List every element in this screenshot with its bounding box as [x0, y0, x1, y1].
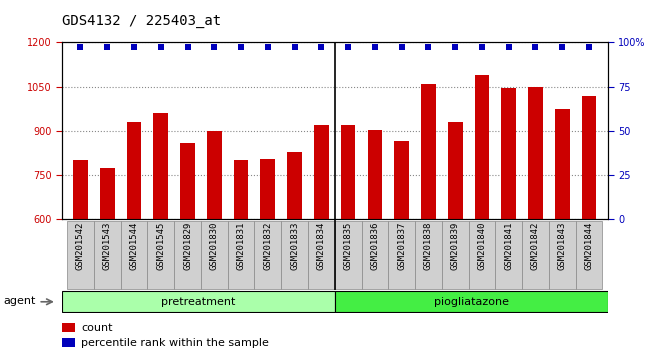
Bar	[555, 109, 569, 219]
Point	[530, 44, 541, 50]
FancyBboxPatch shape	[549, 221, 576, 289]
Text: piogliatazone: piogliatazone	[434, 297, 509, 307]
Text: GSM201834: GSM201834	[317, 222, 326, 270]
FancyBboxPatch shape	[201, 221, 227, 289]
FancyBboxPatch shape	[335, 221, 361, 289]
FancyBboxPatch shape	[254, 221, 281, 289]
Bar	[62, 338, 75, 348]
Point	[183, 44, 193, 50]
Point	[450, 44, 460, 50]
Bar	[341, 125, 356, 219]
Text: GSM201838: GSM201838	[424, 222, 433, 270]
Point	[263, 44, 273, 50]
Point	[476, 44, 487, 50]
FancyBboxPatch shape	[495, 221, 522, 289]
Bar	[62, 291, 335, 312]
Text: GSM201841: GSM201841	[504, 222, 514, 270]
Text: agent: agent	[3, 296, 36, 306]
FancyBboxPatch shape	[388, 221, 415, 289]
Text: GSM201844: GSM201844	[584, 222, 593, 270]
Point	[504, 44, 514, 50]
Bar	[73, 160, 88, 219]
Text: percentile rank within the sample: percentile rank within the sample	[81, 338, 269, 348]
Text: pretreatment: pretreatment	[161, 297, 235, 307]
FancyBboxPatch shape	[94, 221, 121, 289]
FancyBboxPatch shape	[469, 221, 495, 289]
Bar	[261, 159, 275, 219]
FancyBboxPatch shape	[576, 221, 603, 289]
Bar	[287, 152, 302, 219]
FancyBboxPatch shape	[281, 221, 308, 289]
FancyBboxPatch shape	[148, 221, 174, 289]
Text: GSM201843: GSM201843	[558, 222, 567, 270]
Text: GSM201543: GSM201543	[103, 222, 112, 270]
Text: GSM201544: GSM201544	[129, 222, 138, 270]
Bar	[582, 96, 597, 219]
FancyBboxPatch shape	[442, 221, 469, 289]
Point	[209, 44, 220, 50]
Point	[316, 44, 326, 50]
Bar	[367, 130, 382, 219]
Text: GSM201837: GSM201837	[397, 222, 406, 270]
Point	[75, 44, 86, 50]
Bar	[474, 75, 489, 219]
Bar	[448, 122, 463, 219]
Text: GSM201836: GSM201836	[370, 222, 380, 270]
Text: GSM201832: GSM201832	[263, 222, 272, 270]
Point	[557, 44, 567, 50]
Text: GSM201831: GSM201831	[237, 222, 246, 270]
FancyBboxPatch shape	[522, 221, 549, 289]
Text: GSM201542: GSM201542	[76, 222, 85, 270]
Bar	[395, 141, 409, 219]
Point	[370, 44, 380, 50]
Bar	[528, 87, 543, 219]
Bar	[335, 291, 608, 312]
Text: GSM201839: GSM201839	[450, 222, 460, 270]
FancyBboxPatch shape	[67, 221, 94, 289]
Bar	[62, 323, 75, 332]
Point	[423, 44, 434, 50]
FancyBboxPatch shape	[308, 221, 335, 289]
Bar	[314, 125, 329, 219]
Bar	[127, 122, 142, 219]
Text: GSM201835: GSM201835	[344, 222, 353, 270]
Text: count: count	[81, 322, 112, 333]
FancyBboxPatch shape	[415, 221, 442, 289]
Text: GDS4132 / 225403_at: GDS4132 / 225403_at	[62, 14, 221, 28]
Text: GSM201830: GSM201830	[210, 222, 219, 270]
Point	[396, 44, 407, 50]
Text: GSM201829: GSM201829	[183, 222, 192, 270]
Bar	[421, 84, 436, 219]
Point	[129, 44, 139, 50]
Text: GSM201545: GSM201545	[156, 222, 165, 270]
Bar	[100, 168, 114, 219]
Text: GSM201833: GSM201833	[290, 222, 299, 270]
Point	[155, 44, 166, 50]
Bar	[234, 160, 248, 219]
Text: GSM201840: GSM201840	[478, 222, 486, 270]
Point	[236, 44, 246, 50]
FancyBboxPatch shape	[361, 221, 388, 289]
Bar	[180, 143, 195, 219]
Bar	[207, 131, 222, 219]
Point	[343, 44, 354, 50]
FancyBboxPatch shape	[174, 221, 201, 289]
FancyBboxPatch shape	[227, 221, 254, 289]
FancyBboxPatch shape	[121, 221, 148, 289]
Text: GSM201842: GSM201842	[531, 222, 540, 270]
Point	[584, 44, 594, 50]
Bar	[501, 88, 516, 219]
Point	[102, 44, 112, 50]
Point	[289, 44, 300, 50]
Bar	[153, 113, 168, 219]
